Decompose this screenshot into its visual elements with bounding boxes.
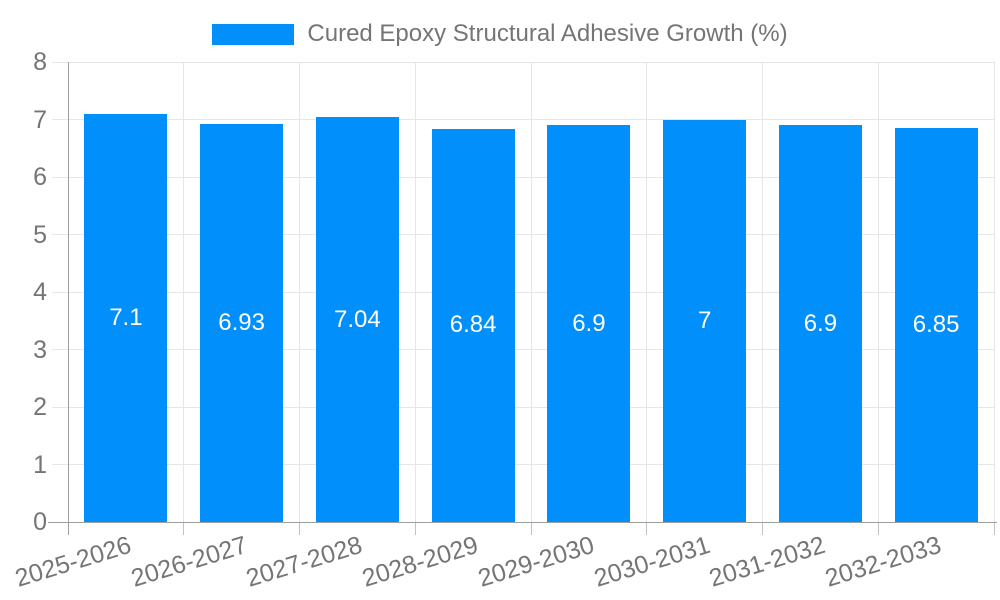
gridline-vertical — [299, 62, 300, 522]
bar-2029-2030[interactable]: 6.9 — [547, 125, 631, 522]
y-tick-label: 5 — [33, 220, 47, 249]
y-tick-label: 0 — [33, 508, 47, 536]
legend-label: Cured Epoxy Structural Adhesive Growth (… — [307, 20, 788, 47]
y-tick-label: 2 — [33, 393, 47, 421]
bar-value-label: 7.04 — [334, 305, 381, 333]
bar-2030-2031[interactable]: 7 — [663, 119, 747, 522]
y-tick-label: 4 — [33, 278, 47, 306]
y-tick-label: 6 — [33, 163, 47, 191]
x-tick-mark — [530, 522, 532, 535]
gridline-vertical — [762, 62, 763, 522]
legend[interactable]: Cured Epoxy Structural Adhesive Growth (… — [0, 20, 1000, 48]
x-tick-mark — [877, 522, 879, 535]
bar-value-label: 6.9 — [572, 309, 606, 337]
gridline-horizontal — [52, 349, 994, 350]
bar-2025-2026[interactable]: 7.1 — [84, 113, 168, 522]
legend-swatch — [212, 23, 295, 45]
gridline-vertical — [183, 62, 185, 522]
y-axis-line — [67, 62, 69, 535]
gridline-horizontal — [52, 61, 994, 63]
y-tick-label: 1 — [33, 450, 47, 479]
bar-value-label: 6.85 — [912, 311, 960, 339]
gridline-horizontal — [52, 291, 994, 293]
x-tick-mark — [183, 522, 185, 535]
gridline-horizontal — [52, 234, 994, 235]
x-tick-mark — [762, 522, 763, 535]
bar-value-label: 6.9 — [803, 309, 838, 337]
x-tick-mark — [646, 522, 648, 535]
bar-2026-2027[interactable]: 6.93 — [200, 123, 284, 522]
gridline-vertical — [877, 62, 879, 522]
gridline-vertical — [993, 62, 995, 522]
bar-2032-2033[interactable]: 6.85 — [894, 128, 978, 522]
gridline-vertical — [414, 62, 416, 522]
x-tick-mark — [414, 522, 416, 535]
bar-2031-2032[interactable]: 6.9 — [778, 125, 862, 522]
bar-value-label: 7.1 — [109, 303, 143, 331]
x-axis-line — [48, 521, 997, 523]
gridline-horizontal — [52, 406, 994, 408]
gridline-vertical — [646, 62, 648, 522]
bar-value-label: 7 — [697, 306, 712, 334]
gridline-horizontal — [52, 119, 994, 120]
y-tick-label: 8 — [33, 48, 47, 76]
bar-2028-2029[interactable]: 6.84 — [431, 128, 515, 522]
x-tick-mark — [993, 522, 995, 535]
y-tick-label: 7 — [33, 105, 47, 134]
gridline-horizontal — [52, 176, 994, 178]
bar-2027-2028[interactable]: 7.04 — [315, 117, 399, 522]
gridline-vertical — [530, 62, 532, 522]
bar-value-label: 6.93 — [218, 308, 265, 336]
x-tick-mark — [299, 522, 300, 535]
gridline-horizontal — [52, 464, 994, 465]
bar-value-label: 6.84 — [449, 311, 497, 339]
y-tick-label: 3 — [33, 335, 47, 364]
